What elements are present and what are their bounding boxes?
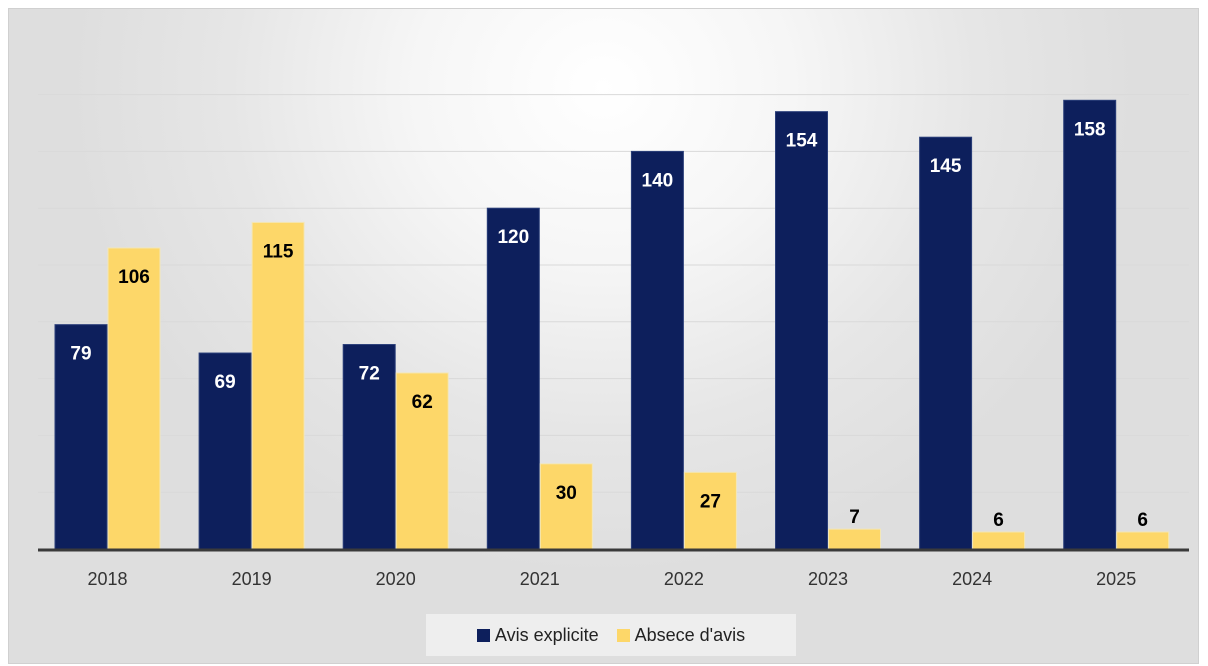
data-label-absece-d-avis-2023: 7 <box>849 507 860 528</box>
data-label-absece-d-avis-2020: 62 <box>412 392 433 413</box>
bar-absece-d-avis-2018 <box>107 247 161 550</box>
data-label-avis-explicite-2023: 154 <box>786 131 818 152</box>
data-label-absece-d-avis-2025: 6 <box>1137 510 1148 531</box>
data-label-absece-d-avis-2018: 106 <box>118 267 150 288</box>
legend-swatch-absece-d-avis <box>616 628 630 642</box>
x-tick-label-2023: 2023 <box>808 569 848 589</box>
chart-area <box>8 8 1199 664</box>
data-label-absece-d-avis-2019: 115 <box>263 241 294 262</box>
data-labels: 79 106 69 115 72 62 120 30 140 27 154 7 145 6 158 6 <box>70 119 1148 531</box>
bar-avis-explicite-2025 <box>1063 99 1117 550</box>
bar-absece-d-avis-2024 <box>972 531 1026 550</box>
legend-swatch-avis-explicite <box>476 628 490 642</box>
x-tick-label-2025: 2025 <box>1096 569 1136 589</box>
data-label-avis-explicite-2018: 79 <box>70 344 91 365</box>
legend-item-absece-d-avis: Absece d'avis <box>616 624 746 646</box>
bar-avis-explicite-2024 <box>919 136 973 550</box>
legend: Avis explicite Absece d'avis <box>426 614 796 656</box>
bar-avis-explicite-2022 <box>630 150 684 550</box>
x-tick-label-2021: 2021 <box>520 569 560 589</box>
bar-absece-d-avis-2021 <box>539 463 593 550</box>
bars <box>54 99 1170 550</box>
data-label-avis-explicite-2019: 69 <box>215 372 236 393</box>
data-label-absece-d-avis-2024: 6 <box>993 510 1004 531</box>
bar-avis-explicite-2020 <box>342 344 396 550</box>
legend-item-avis-explicite: Avis explicite <box>476 624 599 646</box>
x-tick-label-2020: 2020 <box>376 569 416 589</box>
bar-avis-explicite-2018 <box>54 324 108 550</box>
bar-avis-explicite-2021 <box>486 207 540 550</box>
legend-label-avis-explicite: Avis explicite <box>494 624 599 645</box>
data-label-absece-d-avis-2021: 30 <box>556 483 577 504</box>
bar-absece-d-avis-2023 <box>828 528 881 550</box>
legend-label-absece-d-avis: Absece d'avis <box>634 624 746 645</box>
bar-absece-d-avis-2025 <box>1116 531 1170 550</box>
bar-absece-d-avis-2020 <box>395 372 449 550</box>
bar-avis-explicite-2019 <box>198 352 252 550</box>
bar-avis-explicite-2023 <box>775 111 828 550</box>
x-tick-label-2024: 2024 <box>952 569 992 589</box>
data-label-avis-explicite-2025: 158 <box>1074 119 1106 140</box>
x-tick-label-2018: 2018 <box>87 569 127 589</box>
data-label-absece-d-avis-2022: 27 <box>700 491 721 512</box>
x-tick-label-2019: 2019 <box>232 569 272 589</box>
data-label-avis-explicite-2021: 120 <box>497 227 529 248</box>
bar-absece-d-avis-2022 <box>683 471 737 550</box>
x-tick-label-2022: 2022 <box>664 569 704 589</box>
x-tick-labels: 2018 2019 2020 2021 2022 2023 2024 2025 <box>87 569 1136 589</box>
data-label-avis-explicite-2024: 145 <box>930 156 962 177</box>
bar-absece-d-avis-2019 <box>251 221 305 550</box>
data-label-avis-explicite-2022: 140 <box>642 170 674 191</box>
data-label-avis-explicite-2020: 72 <box>359 364 380 385</box>
